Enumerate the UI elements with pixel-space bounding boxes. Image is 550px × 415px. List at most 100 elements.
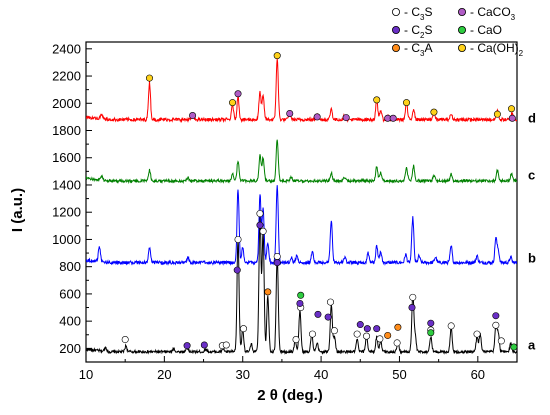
legend-marker	[457, 44, 466, 53]
y-tick-label: 400	[59, 314, 81, 329]
marker-caco3	[342, 114, 350, 122]
series-line-b	[86, 185, 517, 266]
legend-entry-caco3: - CaCO3	[457, 5, 516, 22]
marker-c3s	[497, 337, 505, 345]
marker-c3s	[409, 293, 417, 301]
y-tick-label: 1200	[52, 205, 81, 220]
legend-label: - C2S	[404, 23, 432, 40]
x-tick-label: 20	[157, 367, 171, 382]
y-tick-label: 1800	[52, 123, 81, 138]
marker-c2s	[273, 259, 281, 267]
marker-c2s	[356, 321, 364, 329]
legend-marker	[457, 25, 466, 34]
y-tick-label: 2200	[52, 69, 81, 84]
marker-cao	[297, 291, 305, 299]
marker-cao	[510, 343, 518, 351]
marker-c2s	[373, 325, 381, 333]
legend: - C3S - CaCO3 - C2S - CaO - C3A - Ca(OH)2	[391, 5, 524, 58]
x-tick-label: 50	[392, 367, 406, 382]
x-axis-title: 2 θ (deg.)	[257, 387, 323, 404]
series-line-d	[86, 58, 517, 124]
marker-c3a	[384, 331, 392, 339]
marker-c2s	[408, 304, 416, 312]
marker-c2s	[296, 299, 304, 307]
marker-c3s	[240, 325, 248, 333]
legend-label: - C3A	[404, 41, 432, 58]
marker-caoh2	[403, 99, 411, 107]
marker-c3s	[447, 322, 455, 330]
marker-c3s	[121, 336, 129, 344]
marker-c2s	[314, 310, 322, 318]
marker-caoh2	[273, 52, 281, 60]
x-axis: 10 20 30 40 50 60	[79, 356, 518, 382]
x-tick-label: 30	[235, 367, 249, 382]
marker-c2s	[427, 319, 435, 327]
y-tick-label: 800	[59, 259, 81, 274]
trace-labels: a b c d	[528, 110, 536, 352]
marker-caoh2	[229, 99, 237, 107]
marker-c3s	[353, 330, 361, 338]
marker-c3s	[376, 335, 384, 343]
y-tick-label: 600	[59, 286, 81, 301]
y-axis-title: I (a.u.)	[9, 188, 26, 232]
marker-c3s	[492, 321, 500, 329]
marker-caco3	[389, 114, 397, 122]
y-axis: 200 400 600 800 1000 1200 1400 1600 1800 2000 2200…	[52, 41, 92, 356]
y-tick-label: 1400	[52, 177, 81, 192]
marker-caco3	[286, 109, 294, 117]
marker-caco3	[189, 112, 197, 120]
marker-caco3	[508, 114, 516, 122]
marker-caco3	[313, 113, 321, 121]
legend-entry-c2s: - C2S	[391, 23, 432, 40]
legend-label: - CaCO3	[470, 5, 516, 22]
x-tick-label: 60	[471, 367, 485, 382]
marker-caoh2	[508, 105, 516, 113]
marker-caco3	[234, 90, 242, 98]
marker-cao	[427, 329, 435, 337]
marker-c2s	[256, 221, 264, 229]
marker-c2s	[363, 325, 371, 333]
marker-c3s	[473, 330, 481, 338]
marker-c3s	[259, 227, 267, 235]
y-tick-label: 1000	[52, 232, 81, 247]
marker-c2s	[233, 266, 241, 274]
marker-c3s	[256, 210, 264, 218]
legend-marker	[391, 25, 400, 34]
series-line-c	[86, 139, 517, 185]
trace-label-b: b	[528, 251, 536, 266]
legend-entry-cao: - CaO	[457, 23, 502, 37]
legend-entry-c3a: - C3A	[391, 41, 432, 58]
legend-label: - C3S	[404, 5, 432, 22]
marker-c3s	[292, 336, 300, 344]
legend-marker	[457, 7, 466, 16]
marker-c3s	[330, 327, 338, 335]
marker-c3s	[326, 298, 334, 306]
legend-label: - CaO	[470, 23, 502, 37]
marker-caoh2	[373, 96, 381, 104]
series-line-a	[86, 215, 517, 355]
marker-c3s	[222, 341, 230, 349]
marker-c3s	[308, 330, 316, 338]
legend-marker	[391, 44, 400, 53]
marker-c2s	[183, 342, 191, 350]
x-tick-label: 40	[314, 367, 328, 382]
marker-c2s	[324, 313, 332, 321]
y-tick-label: 2000	[52, 96, 81, 111]
legend-label: - Ca(OH)2	[470, 41, 524, 58]
marker-c3s	[393, 339, 401, 347]
plot-frame	[85, 41, 518, 363]
marker-caoh2	[430, 108, 438, 116]
legend-entry-c3s: - C3S	[391, 5, 432, 22]
marker-c3a	[264, 288, 272, 296]
legend-marker	[391, 7, 400, 16]
phase-markers	[121, 52, 518, 351]
marker-c2s	[200, 341, 208, 349]
marker-c3s	[273, 252, 281, 260]
x-tick-label: 10	[79, 367, 93, 382]
y-tick-label: 2400	[52, 41, 81, 56]
marker-c3s	[363, 332, 371, 340]
series-lines	[86, 58, 517, 355]
trace-label-c: c	[528, 167, 535, 182]
marker-caoh2	[145, 74, 153, 82]
